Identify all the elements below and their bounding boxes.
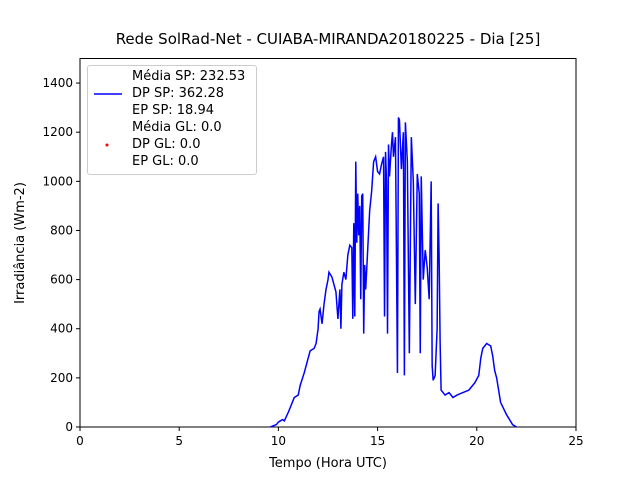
chart-title: Rede SolRad-Net - CUIABA-MIRANDA20180225… xyxy=(116,30,541,48)
legend-handle xyxy=(94,92,122,95)
y-tick-label: 1200 xyxy=(42,125,73,139)
y-tick-label: 600 xyxy=(50,273,73,287)
legend-handle xyxy=(105,143,109,146)
x-axis-label: Tempo (Hora UTC) xyxy=(268,456,387,471)
x-tick-label: 15 xyxy=(370,434,385,448)
axes-frame xyxy=(79,58,577,428)
y-tick-label: 0 xyxy=(65,420,73,434)
legend-label: Média SP: 232.53 DP SP: 362.28 EP SP: 18… xyxy=(132,69,246,118)
y-axis-label: Irradiância (Wm-2) xyxy=(13,182,28,304)
y-tick-label: 200 xyxy=(50,371,73,385)
x-tick-label: 5 xyxy=(175,434,183,448)
x-tick-label: 20 xyxy=(469,434,484,448)
y-tick-label: 800 xyxy=(50,223,73,237)
x-tick-label: 0 xyxy=(76,434,84,448)
x-tick-label: 25 xyxy=(568,434,583,448)
legend-entry: Média SP: 232.53 DP SP: 362.28 EP SP: 18… xyxy=(88,68,256,119)
y-tick-label: 400 xyxy=(50,322,73,336)
x-tick-label: 10 xyxy=(271,434,286,448)
legend-dot xyxy=(105,143,109,146)
legend-label: Média GL: 0.0 DP GL: 0.0 EP GL: 0.0 xyxy=(132,120,222,169)
data-line xyxy=(270,117,517,428)
legend: Média SP: 232.53 DP SP: 362.28 EP SP: 18… xyxy=(87,65,257,175)
y-tick-label: 1400 xyxy=(42,76,73,90)
y-tick-label: 1000 xyxy=(42,174,73,188)
legend-entry: Média GL: 0.0 DP GL: 0.0 EP GL: 0.0 xyxy=(88,119,256,170)
